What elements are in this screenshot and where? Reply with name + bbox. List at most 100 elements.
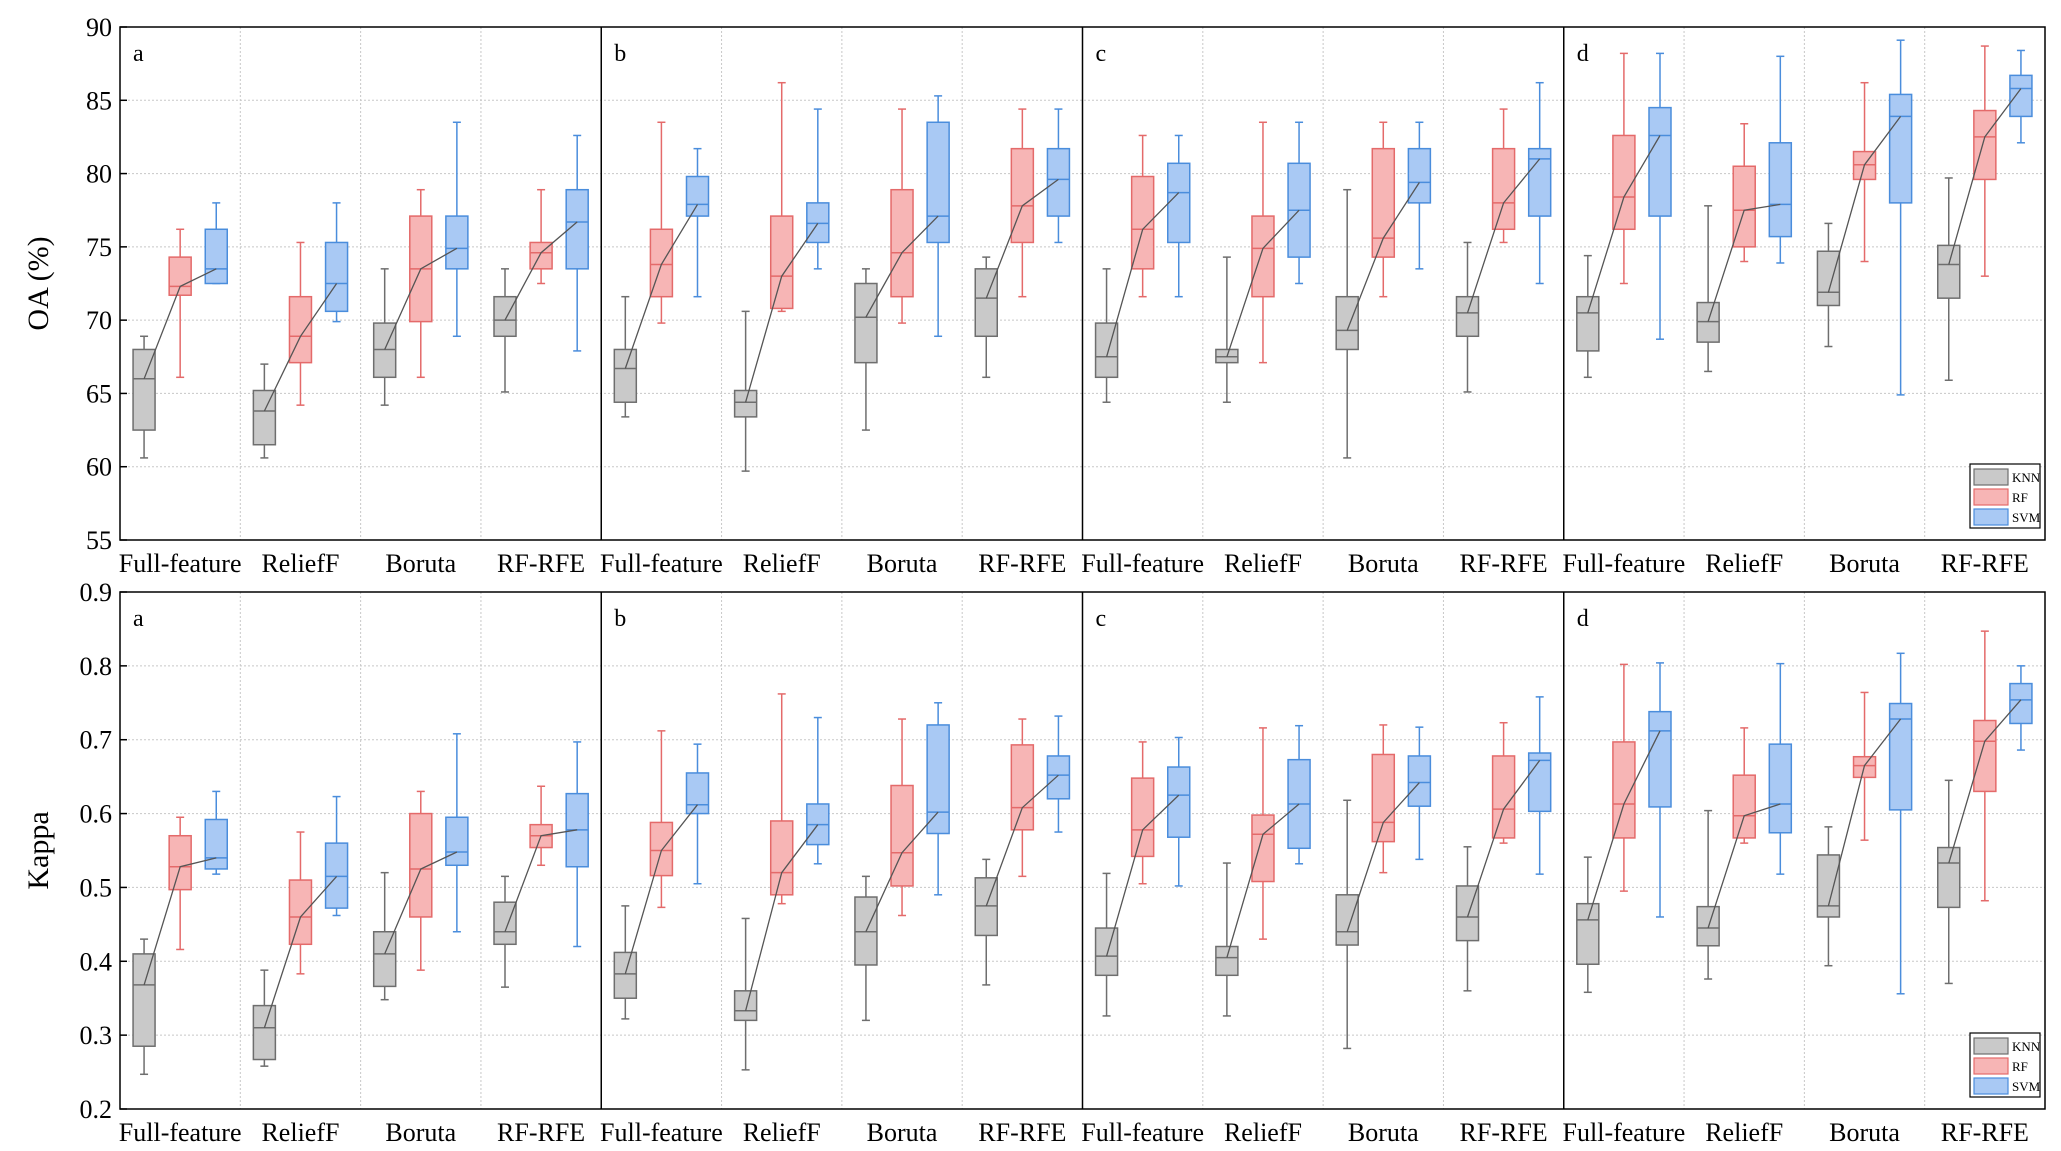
x-tick-label: ReliefF <box>1705 1118 1783 1147</box>
median-trend-line <box>1948 88 2022 265</box>
legend-swatch-svm <box>1973 508 2009 526</box>
box-svm <box>324 795 349 917</box>
x-tick-label: Full-feature <box>119 549 242 578</box>
legend-swatch-svm <box>1973 1077 2009 1095</box>
box-body <box>1010 744 1035 831</box>
box-body <box>1371 753 1396 843</box>
box-body <box>1335 894 1359 946</box>
median-trend-line <box>1105 192 1180 357</box>
panel-a: a Full-feature ReliefF Boruta RF-RFE <box>119 41 589 578</box>
y-tick-label: 0.2 <box>80 1095 113 1124</box>
box-body <box>445 816 469 867</box>
median-trend-line <box>263 283 338 412</box>
box-body <box>685 175 710 217</box>
box-rf <box>409 790 433 971</box>
box-body <box>493 295 517 338</box>
box-body <box>409 812 433 918</box>
box-body <box>1576 295 1600 352</box>
chart-rows: 55 60 65 70 75 80 85 90 OA (%) a Full-feature Relie… <box>22 13 2046 1147</box>
y-axis-label: Kappa <box>22 811 55 889</box>
x-tick-label: RF-RFE <box>497 1118 585 1147</box>
box-body <box>1527 752 1552 813</box>
box-body <box>1768 142 1793 238</box>
box-body <box>372 930 397 988</box>
box-knn <box>1696 205 1720 373</box>
panel-a: a Full-feature ReliefF Boruta RF-RFE <box>119 606 589 1147</box>
box-knn <box>854 875 878 1022</box>
box-svm <box>2009 665 2033 751</box>
y-tick-label: 60 <box>86 453 112 482</box>
box-knn <box>372 268 397 406</box>
box-body <box>926 724 950 835</box>
legend-label: SVM <box>2012 510 2041 525</box>
box-knn <box>613 295 638 418</box>
panel-d: d Full-feature ReliefF Boruta RF-RFE <box>1563 606 2033 1147</box>
box-body <box>733 990 758 1022</box>
box-rf <box>529 785 553 867</box>
y-tick-label: 85 <box>86 86 112 115</box>
box-svm <box>1527 81 1552 285</box>
box-body <box>1371 147 1396 258</box>
box-body <box>613 348 638 403</box>
box-knn <box>1696 809 1720 980</box>
box-rf <box>1973 630 1997 902</box>
x-tick-label: RF-RFE <box>1460 549 1548 578</box>
x-tick-label: Full-feature <box>1081 549 1204 578</box>
box-rf <box>529 188 553 285</box>
box-body <box>168 256 192 296</box>
panel-label: d <box>1577 41 1589 67</box>
box-body <box>1973 719 1997 793</box>
median-trend-line <box>1827 116 1902 293</box>
box-body <box>1576 902 1600 965</box>
box-svm <box>445 733 469 933</box>
box-rf <box>1251 727 1275 940</box>
box-svm <box>1407 121 1432 270</box>
box-svm <box>1287 121 1311 285</box>
panel-label: a <box>133 606 144 632</box>
y-tick-label: 0.5 <box>80 873 113 902</box>
box-body <box>613 951 638 999</box>
box-knn <box>974 256 998 379</box>
box-body <box>1455 295 1480 338</box>
box-body <box>1937 846 1961 909</box>
panel-b: b Full-feature ReliefF Boruta RF-RFE <box>600 41 1071 578</box>
x-tick-label: Full-feature <box>600 1118 723 1147</box>
box-svm <box>1167 134 1191 298</box>
median-trend-line <box>1466 760 1541 918</box>
box-svm <box>806 716 830 865</box>
panel-label: b <box>614 41 626 67</box>
median-trend-line <box>1827 718 1902 907</box>
box-svm <box>565 741 589 948</box>
box-svm <box>1888 652 1913 995</box>
box-body <box>2009 74 2033 118</box>
box-body <box>1251 814 1275 883</box>
box-svm <box>1888 39 1913 396</box>
x-tick-label: Full-feature <box>1081 1118 1204 1147</box>
median-trend-line <box>1707 803 1781 929</box>
box-body <box>252 1004 277 1061</box>
box-svm <box>1167 736 1191 887</box>
box-body <box>1167 766 1191 838</box>
box-rf <box>1010 108 1035 298</box>
x-tick-label: RF-RFE <box>1941 549 2029 578</box>
box-rf <box>1371 121 1396 298</box>
x-tick-label: ReliefF <box>261 549 339 578</box>
box-rf <box>1130 134 1155 298</box>
box-rf <box>168 228 192 379</box>
median-trend-line <box>744 824 819 1011</box>
box-svm <box>1046 108 1071 244</box>
box-body <box>685 772 710 815</box>
panel-label: c <box>1096 41 1107 67</box>
box-body <box>1167 162 1191 244</box>
x-tick-label: ReliefF <box>1224 549 1302 578</box>
box-knn <box>1455 241 1480 393</box>
box-svm <box>204 202 228 285</box>
box-body <box>1816 854 1841 918</box>
box-body <box>2009 682 2033 725</box>
x-tick-label: Boruta <box>867 1118 938 1147</box>
y-tick-label: 0.8 <box>80 652 113 681</box>
panel-label: d <box>1577 606 1589 632</box>
box-body <box>288 879 313 946</box>
box-body <box>854 282 878 364</box>
box-rf <box>288 241 313 406</box>
